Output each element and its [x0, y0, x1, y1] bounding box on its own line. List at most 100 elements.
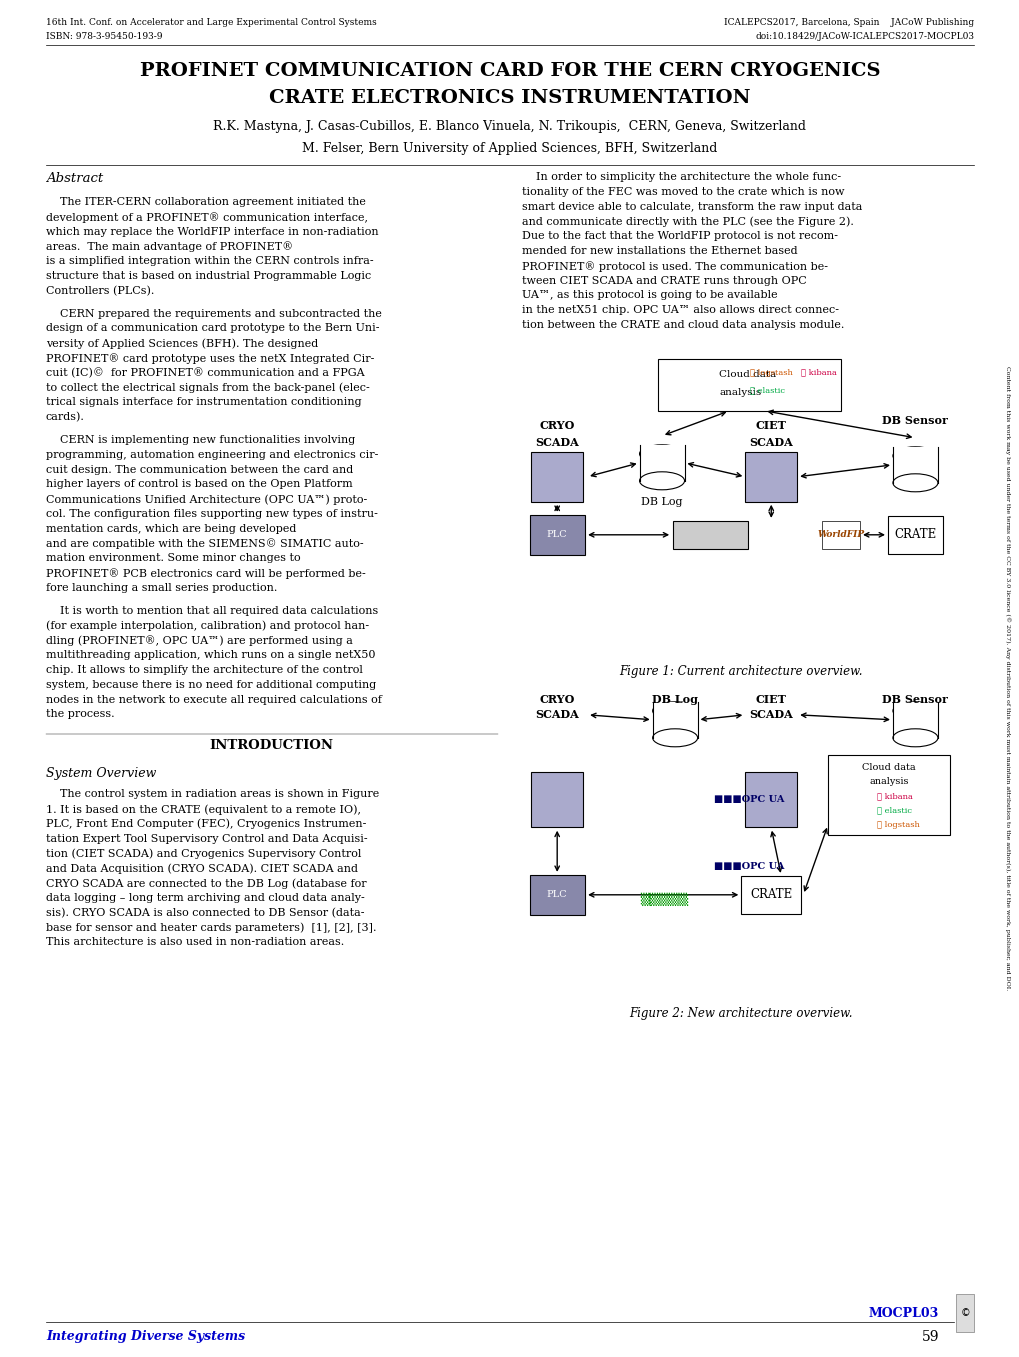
Text: tion (CIET SCADA) and Cryogenics Supervisory Control: tion (CIET SCADA) and Cryogenics Supervi… [46, 848, 361, 859]
Text: and are compatible with the SIEMENS© SIMATIC auto-: and are compatible with the SIEMENS© SIM… [46, 539, 363, 550]
Text: Cloud data: Cloud data [718, 370, 775, 380]
Text: (for example interpolation, calibration) and protocol han-: (for example interpolation, calibration)… [46, 620, 369, 631]
Text: tween CIET SCADA and CRATE runs through OPC: tween CIET SCADA and CRATE runs through … [522, 275, 806, 285]
Text: PROFINET® PCB electronics card will be performed be-: PROFINET® PCB electronics card will be p… [46, 569, 365, 579]
Text: trical signals interface for instrumentation conditioning: trical signals interface for instrumenta… [46, 398, 361, 407]
Text: 59: 59 [921, 1330, 938, 1343]
Text: CIET: CIET [755, 419, 786, 430]
Bar [827, 754, 950, 835]
Text: sis). CRYO SCADA is also connected to DB Sensor (data-: sis). CRYO SCADA is also connected to DB… [46, 908, 364, 917]
Text: CRATE: CRATE [749, 889, 792, 901]
Text: base for sensor and heater cards parameters)  [1], [2], [3].: base for sensor and heater cards paramet… [46, 923, 376, 934]
Text: cuit design. The communication between the card and: cuit design. The communication between t… [46, 464, 353, 475]
Text: ⬤ logstash: ⬤ logstash [876, 821, 919, 829]
Text: multithreading application, which runs on a single netX50: multithreading application, which runs o… [46, 650, 375, 661]
Text: ❤ kibana: ❤ kibana [801, 369, 837, 377]
Bar [745, 772, 797, 828]
Text: PLC: PLC [546, 890, 567, 900]
Text: SCADA: SCADA [535, 708, 579, 719]
Text: DB Log: DB Log [641, 497, 682, 506]
Text: mentation cards, which are being developed: mentation cards, which are being develop… [46, 524, 296, 533]
Text: doi:10.18429/JACoW-ICALEPCS2017-MOCPL03: doi:10.18429/JACoW-ICALEPCS2017-MOCPL03 [754, 33, 973, 41]
Text: system, because there is no need for additional computing: system, because there is no need for add… [46, 680, 376, 689]
Text: mation environment. Some minor changes to: mation environment. Some minor changes t… [46, 554, 301, 563]
Text: In order to simplicity the architecture the whole func-: In order to simplicity the architecture … [522, 172, 841, 182]
Text: DB Sensor: DB Sensor [881, 693, 948, 704]
Text: INTRODUCTION: INTRODUCTION [210, 740, 333, 752]
Text: PLC: PLC [546, 531, 567, 539]
Text: CRATE ELECTRONICS INSTRUMENTATION: CRATE ELECTRONICS INSTRUMENTATION [269, 90, 750, 107]
Bar [657, 358, 841, 411]
Text: UA™, as this protocol is going to be available: UA™, as this protocol is going to be ava… [522, 290, 777, 300]
Text: ■■■OPC UA: ■■■OPC UA [713, 795, 784, 805]
Text: is a simplified integration within the CERN controls infra-: is a simplified integration within the C… [46, 256, 373, 266]
Text: Controllers (PLCs).: Controllers (PLCs). [46, 286, 154, 296]
Ellipse shape [639, 445, 684, 463]
Text: Cloud data: Cloud data [861, 763, 915, 772]
Text: in the netX51 chip. OPC UA™ also allows direct connec-: in the netX51 chip. OPC UA™ also allows … [522, 305, 839, 315]
Bar [821, 521, 859, 548]
Text: R.K. Mastyna, J. Casas-Cubillos, E. Blanco Vinuela, N. Trikoupis,  CERN, Geneva,: R.K. Mastyna, J. Casas-Cubillos, E. Blan… [213, 119, 806, 133]
Bar [892, 446, 937, 483]
Text: CERN is implementing new functionalities involving: CERN is implementing new functionalities… [46, 436, 355, 445]
Text: CRYO: CRYO [539, 693, 575, 704]
Bar [639, 445, 684, 480]
Text: MOCPL03: MOCPL03 [868, 1307, 938, 1320]
Text: Integrating Diverse Systems: Integrating Diverse Systems [46, 1330, 245, 1343]
Text: which may replace the WorldFIP interface in non-radiation: which may replace the WorldFIP interface… [46, 227, 378, 236]
Text: Abstract: Abstract [46, 172, 103, 185]
Text: and communicate directly with the PLC (see the Figure 2).: and communicate directly with the PLC (s… [522, 216, 853, 227]
Text: System Overview: System Overview [46, 767, 156, 780]
Ellipse shape [892, 702, 937, 719]
Bar [745, 452, 797, 502]
Bar [955, 1295, 973, 1333]
Text: Content from this work may be used under the terms of the CC BY 3.0 licence (© 2: Content from this work may be used under… [1004, 366, 1010, 991]
Text: nodes in the network to execute all required calculations of: nodes in the network to execute all requ… [46, 695, 381, 704]
Text: DB Log: DB Log [651, 693, 697, 704]
Text: the process.: the process. [46, 710, 114, 719]
Text: cuit (IC)©  for PROFINET® communication and a FPGA: cuit (IC)© for PROFINET® communication a… [46, 368, 364, 379]
Text: SCADA: SCADA [749, 708, 793, 719]
Bar [531, 452, 583, 502]
Text: CRYO SCADA are connected to the DB Log (database for: CRYO SCADA are connected to the DB Log (… [46, 878, 366, 889]
Text: col. The configuration files supporting new types of instru-: col. The configuration files supporting … [46, 509, 377, 518]
Text: areas.  The main advantage of PROFINET®: areas. The main advantage of PROFINET® [46, 242, 292, 252]
Text: ⬤ logstash: ⬤ logstash [750, 369, 793, 377]
Text: PROFINET COMMUNICATION CARD FOR THE CERN CRYOGENICS: PROFINET COMMUNICATION CARD FOR THE CERN… [140, 62, 879, 80]
Bar [529, 875, 584, 915]
Ellipse shape [639, 472, 684, 490]
Bar [652, 702, 697, 738]
Text: tionality of the FEC was moved to the crate which is now: tionality of the FEC was moved to the cr… [522, 187, 844, 197]
Text: smart device able to calculate, transform the raw input data: smart device able to calculate, transfor… [522, 202, 862, 212]
Text: SCADA: SCADA [749, 437, 793, 448]
Bar [529, 514, 584, 555]
Bar [741, 875, 801, 913]
Text: PROFINET® protocol is used. The communication be-: PROFINET® protocol is used. The communic… [522, 261, 827, 271]
Text: versity of Applied Sciences (BFH). The designed: versity of Applied Sciences (BFH). The d… [46, 338, 318, 349]
Text: tation Expert Tool Supervisory Control and Data Acquisi-: tation Expert Tool Supervisory Control a… [46, 833, 367, 844]
Text: PLC, Front End Computer (FEC), Cryogenics Instrumen-: PLC, Front End Computer (FEC), Cryogenic… [46, 818, 366, 829]
Text: 1. It is based on the CRATE (equivalent to a remote IO),: 1. It is based on the CRATE (equivalent … [46, 803, 361, 814]
Text: The ITER-CERN collaboration agreement initiated the: The ITER-CERN collaboration agreement in… [46, 197, 366, 208]
Text: DB Sensor: DB Sensor [881, 415, 948, 426]
Text: CIET: CIET [755, 693, 786, 704]
Text: ©: © [959, 1308, 969, 1318]
Text: and Data Acquisition (CRYO SCADA). CIET SCADA and: and Data Acquisition (CRYO SCADA). CIET … [46, 863, 358, 874]
Text: ICALEPCS2017, Barcelona, Spain    JACoW Publishing: ICALEPCS2017, Barcelona, Spain JACoW Pub… [723, 18, 973, 27]
Text: This architecture is also used in non-radiation areas.: This architecture is also used in non-ra… [46, 938, 343, 947]
Text: CRATE: CRATE [894, 528, 935, 541]
Text: ❤ kibana: ❤ kibana [876, 792, 912, 801]
Text: mended for new installations the Ethernet based: mended for new installations the Etherne… [522, 246, 797, 256]
Text: ▒▒▒▒▒: ▒▒▒▒▒ [640, 893, 688, 906]
Ellipse shape [892, 446, 937, 465]
Text: FEC: FEC [758, 493, 783, 503]
Bar [672, 521, 747, 548]
Text: Due to the fact that the WorldFIP protocol is not recom-: Due to the fact that the WorldFIP protoc… [522, 231, 838, 242]
Bar [531, 772, 583, 828]
Text: Communications Unified Architecture (OPC UA™) proto-: Communications Unified Architecture (OPC… [46, 494, 367, 505]
Text: data logging – long term archiving and cloud data analy-: data logging – long term archiving and c… [46, 893, 365, 902]
Text: CRYO: CRYO [539, 419, 575, 430]
Text: It is worth to mention that all required data calculations: It is worth to mention that all required… [46, 605, 378, 616]
Ellipse shape [892, 474, 937, 491]
Ellipse shape [892, 729, 937, 746]
